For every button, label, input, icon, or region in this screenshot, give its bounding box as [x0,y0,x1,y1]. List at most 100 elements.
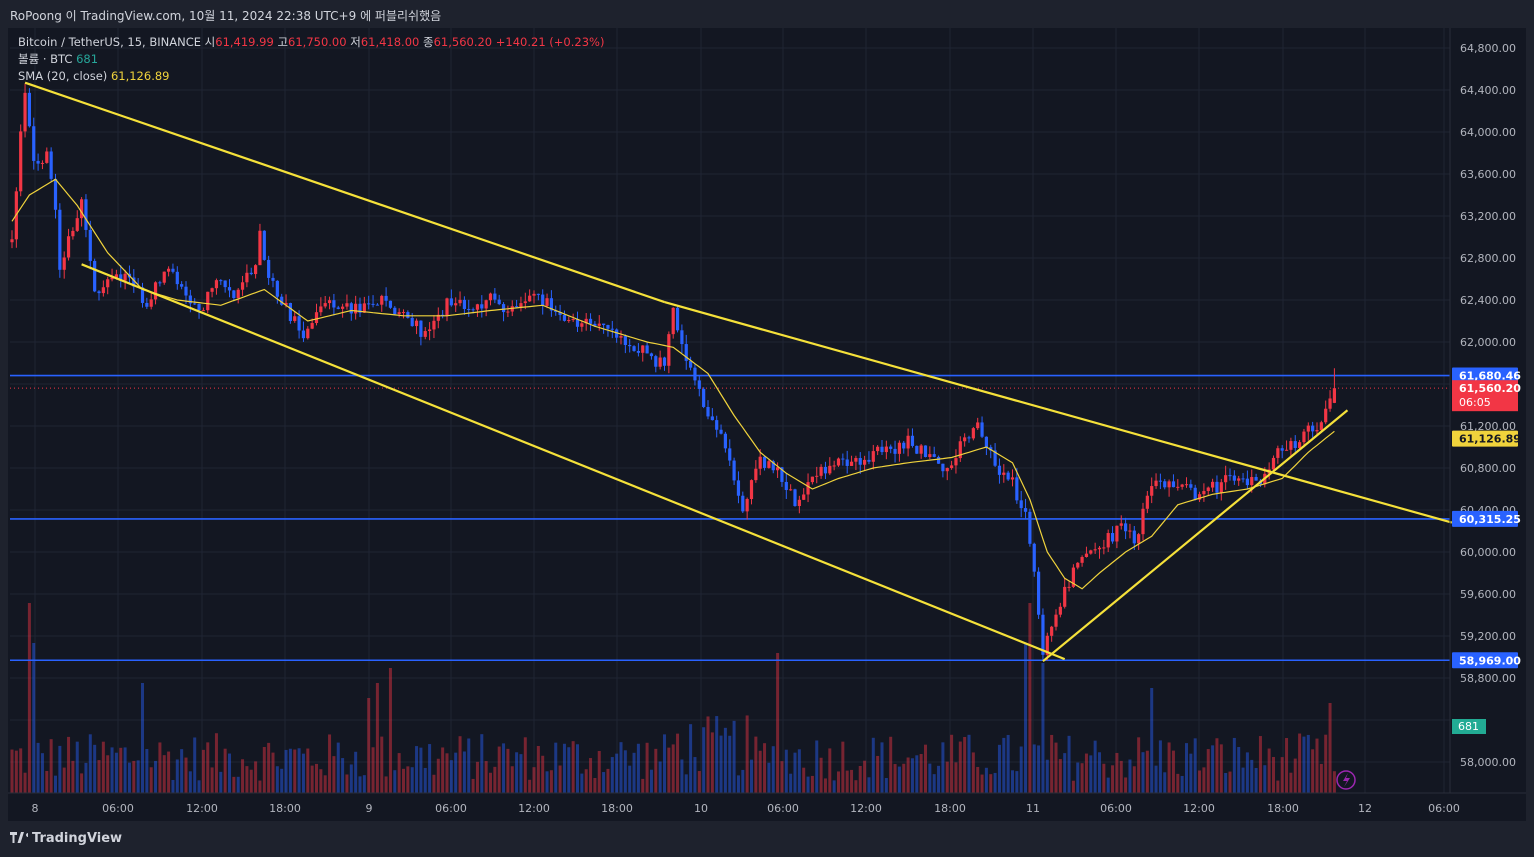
candle[interactable] [1171,474,1176,488]
candle[interactable] [884,440,888,460]
candle[interactable] [1110,526,1115,544]
candle[interactable] [93,258,97,293]
candle[interactable] [1124,517,1128,540]
chart-panel[interactable]: 58,000.00 58,800.00 59,200.00 59,600.00 60,0… [8,28,1526,821]
candle[interactable] [723,431,727,453]
candle[interactable] [219,279,223,285]
candle[interactable] [1284,440,1289,451]
candle[interactable] [1228,468,1232,481]
candle[interactable] [693,363,697,386]
candle[interactable] [762,455,767,471]
candle[interactable] [1206,486,1210,496]
candle[interactable] [706,400,710,420]
candle[interactable] [288,302,292,324]
candle[interactable] [749,479,754,505]
candle[interactable] [710,408,714,421]
candle[interactable] [349,301,353,321]
candle[interactable] [945,467,949,481]
candle[interactable] [897,440,901,462]
candle[interactable] [619,330,623,345]
candle[interactable] [19,124,23,197]
candle[interactable] [523,292,527,310]
candle[interactable] [993,443,997,468]
candle[interactable] [358,297,362,317]
candle[interactable] [1132,525,1136,550]
candle[interactable] [1215,475,1219,499]
candle[interactable] [180,281,184,290]
candle[interactable] [1211,478,1215,492]
candle[interactable] [1298,440,1302,450]
candle[interactable] [1058,602,1062,618]
candle[interactable] [1280,445,1284,459]
candle[interactable] [789,484,793,491]
candle[interactable] [271,273,275,288]
candle[interactable] [1097,545,1102,559]
candle[interactable] [1032,542,1036,577]
candle[interactable] [88,220,92,270]
candle[interactable] [950,460,954,470]
candle[interactable] [689,356,693,371]
candle[interactable] [206,291,210,314]
candle[interactable] [393,306,397,316]
candle[interactable] [1023,498,1028,519]
candle[interactable] [97,290,101,301]
candle[interactable] [1254,473,1258,481]
candle[interactable] [493,288,497,304]
candle[interactable] [1150,477,1154,504]
candle[interactable] [1067,580,1071,592]
candle[interactable] [458,291,462,307]
candle[interactable] [71,227,75,240]
candle[interactable] [1193,484,1197,501]
candle[interactable] [928,446,932,460]
candle[interactable] [941,463,945,478]
candle[interactable] [140,282,145,308]
candle[interactable] [575,311,580,333]
candle[interactable] [971,426,975,441]
candle[interactable] [1050,625,1054,642]
candle[interactable] [175,266,179,290]
candle[interactable] [858,452,862,474]
candle[interactable] [367,295,371,310]
candle[interactable] [1197,491,1202,503]
candle[interactable] [849,455,854,466]
candle[interactable] [658,350,662,370]
candle[interactable] [406,310,410,319]
candle[interactable] [967,435,971,443]
trendline[interactable] [81,263,1066,661]
candle[interactable] [1119,515,1123,530]
candle[interactable] [23,83,27,138]
candle[interactable] [1184,477,1189,488]
candle[interactable] [932,446,936,458]
candle[interactable] [810,476,814,485]
candle[interactable] [1028,508,1032,547]
candle[interactable] [149,291,153,310]
legend-symbol[interactable]: Bitcoin / TetherUS, 15, BINANCE [18,35,201,49]
price-axis[interactable]: 58,000.00 58,800.00 59,200.00 59,600.00 60,0… [1449,28,1516,793]
sma-20-line[interactable] [11,178,1335,590]
candle[interactable] [223,280,227,293]
candle[interactable] [236,288,240,304]
candle[interactable] [936,455,941,464]
candle[interactable] [314,303,319,326]
candle[interactable] [254,264,258,279]
candle[interactable] [436,307,440,329]
candle[interactable] [506,305,510,318]
candle[interactable] [628,339,632,353]
candle[interactable] [1137,532,1141,550]
candle[interactable] [1202,483,1206,502]
candle[interactable] [1306,422,1310,441]
candle[interactable] [101,280,105,297]
candle[interactable] [1241,473,1245,483]
candle[interactable] [1080,555,1084,567]
candle[interactable] [240,275,245,296]
candle[interactable] [1237,475,1241,486]
candle[interactable] [110,268,114,282]
candle[interactable] [819,464,823,479]
candle[interactable] [327,296,332,310]
candle[interactable] [1010,469,1015,487]
candle[interactable] [462,296,466,315]
candle[interactable] [528,289,532,302]
candle[interactable] [1002,464,1006,483]
candle[interactable] [1006,470,1010,481]
candle[interactable] [832,460,836,471]
